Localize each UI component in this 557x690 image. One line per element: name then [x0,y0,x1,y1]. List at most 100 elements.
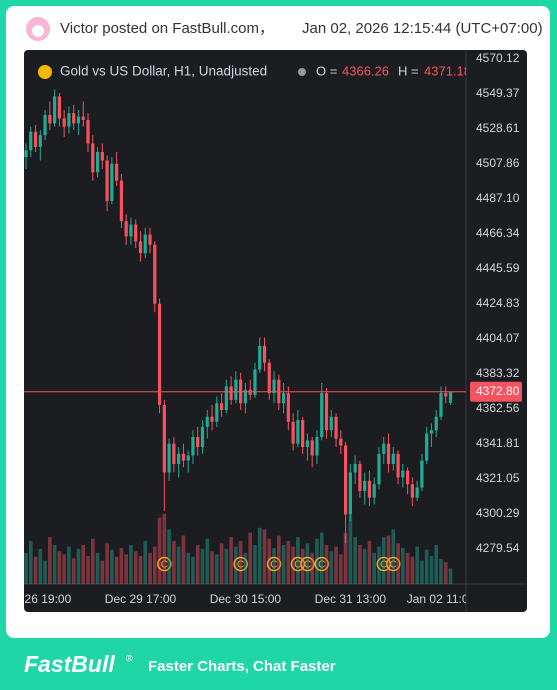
volume-bar [281,545,286,584]
candle-body [224,386,228,410]
candle-body [258,345,262,370]
volume-bar [272,548,276,584]
x-tick-label: Jan 02 11:00 [407,592,476,606]
volume-bar [353,537,357,584]
candle-body [210,416,214,422]
candle-body [57,96,61,119]
volume-bar [76,548,81,584]
volume-bar [300,548,305,584]
volume-bar [167,529,171,584]
candle-body [291,421,295,444]
candle-body [367,480,372,498]
volume-bar [372,552,377,584]
volume-bar [243,552,248,584]
candle-body [286,393,290,422]
volume-bar [81,545,86,584]
candle-body [177,453,181,464]
candle-body [48,114,52,124]
brand: FastBull [24,651,115,677]
volume-bar [420,560,424,584]
candle-body [425,433,429,461]
candle-body [348,472,352,515]
y-tick-label: 4549.37 [476,86,520,100]
candle-body [219,403,224,410]
legend-value: 4366.26 [342,63,389,78]
candle-body [358,463,362,491]
volume-bar [396,543,400,584]
candle-body [324,393,329,431]
candle-body [272,379,276,394]
candle-body [134,224,138,242]
candle-body [248,389,252,395]
symbol-icon [38,65,52,79]
candle-body [401,470,405,478]
candle-body [305,440,310,448]
plot: Gold vs US Dollar, H1, Unadjusted O = 43… [0,63,476,606]
candle-body [62,118,66,127]
candle-body [124,221,128,237]
candle-body [53,96,57,124]
candle-body [439,393,443,417]
candle-body [43,114,47,136]
y-tick-label: 4321.05 [476,471,520,485]
volume-bar [262,529,267,584]
volume-bar [229,537,233,584]
candle-body [281,393,286,404]
volume-bar [62,554,66,584]
candle-body [382,443,386,454]
tagline: Faster Charts, Chat Faster [148,658,336,675]
volume-bar [362,548,367,584]
volume-bar [291,546,295,584]
candle-body [153,244,157,304]
volume-bar [324,545,329,584]
volume-bar [343,533,348,584]
volume-bar [215,554,219,584]
volume-bar [334,546,338,584]
candle-body [81,116,85,120]
candle-body [296,420,300,444]
candle-body [138,241,143,254]
volume-bar [329,551,334,584]
candle-body [343,445,348,515]
volume-bar [253,545,257,584]
candle-body [181,453,186,461]
y-tick-label: 4466.34 [476,226,520,240]
last-price-label: 4372.80 [476,384,520,398]
candle-body [229,386,233,400]
volume-bar [162,513,167,584]
event-marker [386,556,401,572]
candle-body [143,234,147,254]
candle-body [172,443,176,464]
volume-bar [381,537,386,584]
event-marker [290,556,306,572]
y-tick-label: 4383.32 [476,366,520,380]
volume-bar [210,551,214,584]
volume-bar [90,538,95,584]
volume-bar [67,546,71,584]
volume-bar [434,545,439,584]
x-tick-label: Dec 26 19:00 [0,592,72,606]
candle-body [100,152,104,161]
y-tick-label: 4279.54 [476,541,520,555]
candle-body [148,234,152,245]
volume-bar [310,552,314,584]
volume-bar [439,559,443,584]
volume-bar [348,515,353,584]
volume-bar [33,556,38,584]
volume-bar [133,551,138,584]
volume-bar [57,551,62,584]
candle-body [334,416,338,439]
y-tick-label: 4528.61 [476,121,520,135]
candle-body [215,403,219,422]
volume-bar [152,546,157,584]
volume-bar [315,538,319,584]
candle-body [157,303,162,405]
candle-body [38,135,42,147]
y-tick-label: 4300.29 [476,506,520,520]
chart-panel [24,50,527,612]
candle-body [267,362,271,394]
status-dot [298,68,306,76]
candle-body [315,436,319,456]
event-marker [233,556,248,572]
event-marker [314,556,329,572]
